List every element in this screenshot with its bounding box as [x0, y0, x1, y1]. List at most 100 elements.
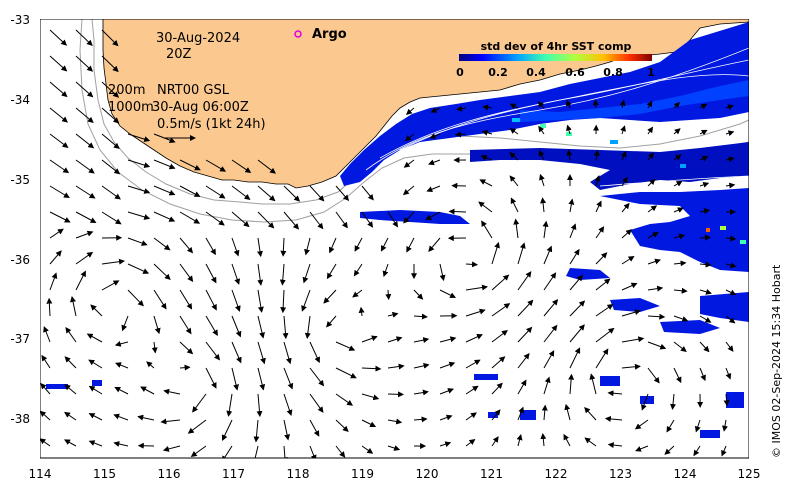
current-arrow [699, 208, 711, 215]
current-arrow [387, 336, 403, 343]
current-arrow [88, 413, 103, 421]
current-arrow [647, 285, 664, 292]
x-tick-117: 117 [222, 467, 245, 481]
current-arrow [75, 251, 94, 265]
current-arrow [620, 150, 627, 161]
current-arrow [569, 324, 585, 343]
current-arrow [595, 278, 611, 291]
current-arrow [335, 393, 354, 406]
current-arrow [593, 149, 600, 161]
current-arrow [517, 406, 524, 421]
current-arrow [426, 185, 441, 193]
current-arrow [75, 159, 95, 174]
current-arrow [361, 185, 374, 201]
colorbar-gradient [459, 54, 652, 61]
current-arrow [304, 237, 311, 256]
current-arrow [465, 385, 479, 395]
current-arrow [517, 242, 526, 265]
current-arrow [721, 445, 727, 457]
current-arrow [725, 289, 737, 296]
current-arrow [413, 362, 430, 369]
current-arrow [509, 175, 519, 187]
x-tick-118: 118 [287, 467, 310, 481]
current-arrow [49, 81, 68, 98]
x-tick-116: 116 [158, 467, 181, 481]
current-arrow [479, 179, 493, 187]
current-arrow [187, 419, 207, 434]
current-arrow [465, 359, 481, 369]
current-arrow [326, 315, 337, 328]
x-tick-124: 124 [674, 467, 697, 481]
current-arrow [283, 367, 294, 390]
current-arrow [569, 274, 583, 291]
current-arrow [221, 419, 233, 442]
current-arrow [429, 133, 441, 139]
current-arrow [49, 159, 70, 174]
current-arrow [543, 272, 557, 291]
colorbar-tick-0.8: 0.8 [603, 66, 623, 79]
current-arrow [673, 101, 681, 109]
colorbar-tick-1: 1 [647, 66, 655, 79]
scale-label: 0.5m/s (1kt 24h) [157, 117, 266, 132]
current-arrow [43, 326, 51, 343]
argo-label: Argo [312, 27, 347, 42]
current-arrow [621, 309, 641, 317]
current-arrow [231, 289, 241, 312]
current-arrow [491, 409, 501, 421]
current-arrow [413, 313, 428, 320]
current-arrow [543, 350, 555, 369]
current-arrow [673, 154, 682, 161]
current-arrow [673, 180, 683, 187]
current-arrow [725, 341, 734, 352]
current-arrow [101, 107, 120, 124]
current-arrow [699, 315, 712, 323]
current-arrow [699, 341, 710, 353]
current-arrow [65, 326, 77, 343]
current-arrow [509, 152, 519, 161]
y-tick-36: -36 [10, 253, 30, 267]
current-arrow [127, 159, 151, 168]
current-arrow [387, 418, 403, 425]
current-arrow [595, 252, 608, 265]
current-arrow [41, 354, 51, 369]
current-arrow [335, 185, 350, 202]
current-arrow [491, 436, 499, 447]
current-arrow [647, 232, 659, 239]
x-tick-120: 120 [416, 467, 439, 481]
x-tick-125: 125 [738, 467, 761, 481]
current-arrow [387, 391, 404, 398]
current-arrow [569, 347, 581, 369]
current-arrow [699, 367, 706, 382]
current-arrow [722, 419, 728, 432]
current-arrow [49, 55, 68, 72]
current-arrow [309, 419, 320, 437]
current-arrow [539, 173, 545, 187]
current-arrow [304, 315, 311, 339]
current-arrow [540, 433, 547, 447]
current-arrow [205, 341, 221, 361]
current-arrow [127, 237, 148, 246]
current-arrow [328, 237, 337, 254]
current-arrow [179, 211, 201, 224]
current-arrow [481, 129, 493, 136]
current-arrow [114, 340, 129, 347]
current-arrow [40, 438, 51, 447]
current-arrow [647, 313, 666, 320]
current-arrow [621, 255, 635, 265]
current-arrow [439, 388, 454, 395]
current-arrow [226, 393, 233, 417]
current-arrow [481, 220, 493, 239]
current-arrow [309, 341, 320, 364]
current-arrow [439, 263, 446, 282]
current-arrow [673, 207, 684, 213]
colorbar-title: std dev of 4hr SST comp [481, 40, 632, 53]
current-arrow [335, 419, 349, 432]
current-arrow [127, 289, 144, 307]
current-arrow [491, 274, 510, 291]
current-arrow [425, 211, 441, 221]
current-arrow [543, 376, 551, 395]
current-arrow [179, 341, 194, 355]
current-arrow [513, 218, 520, 239]
current-arrow [40, 382, 51, 395]
current-arrow [64, 411, 77, 421]
